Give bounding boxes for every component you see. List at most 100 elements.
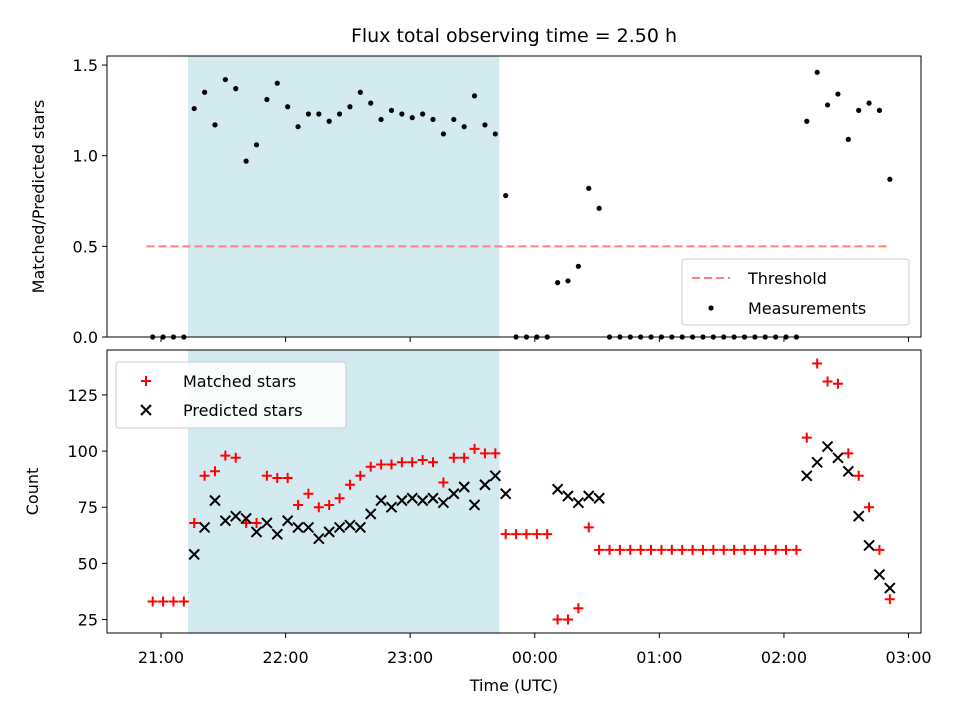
matched-star-point [801, 432, 812, 443]
matched-star-point [729, 544, 740, 555]
matched-star-point [677, 544, 688, 555]
matched-star-point [853, 470, 864, 481]
matched-star-point [417, 455, 428, 466]
matched-star-point [272, 473, 283, 484]
predicted-star-point [365, 508, 377, 520]
matched-star-point [293, 499, 304, 510]
measurement-point [440, 131, 446, 137]
predicted-star-point [479, 479, 491, 491]
predicted-star-point [427, 492, 439, 504]
measurement-point [336, 111, 343, 117]
predicted-star-point [863, 539, 875, 552]
ratio-y-tick-label: 1.0 [73, 147, 98, 166]
predicted-star-point [811, 456, 823, 469]
predicted-star-point [313, 532, 325, 545]
matched-star-point [230, 452, 241, 463]
ratio-shaded-interval [187, 56, 500, 337]
measurement-point [285, 104, 291, 110]
measurement-point [409, 115, 415, 121]
measurement-point [357, 89, 363, 95]
predicted-star-point [188, 548, 200, 561]
measurement-point [586, 185, 592, 191]
matched-star-point [324, 499, 335, 510]
matched-star-point [822, 376, 833, 387]
matched-star-point [355, 470, 366, 481]
matched-star-point [781, 544, 792, 555]
count-x-tick-label: 01:00 [636, 648, 682, 667]
matched-star-point [552, 614, 563, 625]
predicted-star-point [219, 514, 232, 527]
measurement-point [316, 111, 322, 117]
matched-star-point [282, 473, 293, 484]
matched-star-point [344, 479, 355, 490]
ratio-y-axis: 0.0 0.5 1.0 1.5 [73, 56, 107, 347]
predicted-star-point [468, 499, 481, 511]
matched-star-point [739, 544, 750, 555]
count-x-tick-label: 00:00 [512, 648, 558, 667]
count-marks [147, 358, 896, 625]
predicted-star-point [198, 521, 211, 534]
matched-star-point [832, 378, 843, 389]
measurement-point [264, 96, 270, 103]
ratio-legend: Threshold Measurements [681, 258, 910, 326]
matched-star-point [469, 443, 480, 454]
predicted-star-point [261, 517, 273, 529]
predicted-star-point [437, 497, 450, 509]
measurement-point [233, 86, 239, 92]
matched-star-point [521, 529, 532, 540]
legend-predicted-label: Predicted stars [183, 401, 303, 420]
predicted-star-point [333, 521, 346, 534]
predicted-star-point [458, 481, 470, 493]
matched-star-point [303, 488, 314, 499]
count-y-axis: 25 50 75 100 125 [67, 386, 107, 630]
matched-star-point [428, 457, 439, 468]
matched-star-point [812, 358, 823, 369]
matched-star-point [884, 594, 895, 605]
matched-star-point [666, 544, 677, 555]
measurement-point [492, 131, 498, 137]
predicted-star-point [416, 494, 429, 507]
measurement-point [856, 107, 862, 113]
ratio-plot-frame [106, 55, 922, 338]
matched-star-point [479, 448, 490, 459]
matched-star-point [168, 596, 179, 607]
count-y-tick-label: 100 [67, 442, 98, 461]
predicted-star-point [801, 470, 813, 482]
matched-star-point [687, 544, 698, 555]
matched-star-point [261, 470, 272, 481]
predicted-star-point [302, 521, 315, 534]
legend-measurements-label: Measurements [748, 299, 866, 318]
measurement-point [222, 76, 228, 83]
predicted-star-point [375, 494, 387, 507]
count-x-tick-label: 22:00 [263, 648, 309, 667]
measurement-point [274, 80, 280, 86]
matched-star-point [448, 452, 459, 463]
ratio-panel: 0.0 0.5 1.0 1.5 Flux total observing time =… [29, 25, 922, 347]
ratio-y-tick-label: 1.5 [73, 56, 98, 75]
matched-star-point [334, 493, 345, 504]
measurement-point [835, 91, 841, 97]
legend-measurements-swatch [708, 305, 714, 311]
measurement-point [420, 111, 426, 117]
matched-star-point [583, 522, 594, 533]
ratio-legend-box [681, 258, 910, 326]
matched-star-point [490, 448, 501, 459]
matched-star-point [573, 603, 584, 614]
predicted-star-point [281, 514, 294, 527]
measurement-point [503, 192, 509, 199]
measurement-point [305, 111, 312, 117]
matched-star-point [376, 459, 387, 470]
predicted-star-point [489, 470, 502, 482]
measurement-point [804, 118, 810, 124]
count-panel: 25 50 75 100 125 21:00 22:00 23:00 00:00 01:00 02… [23, 349, 932, 695]
matched-star-point [147, 596, 158, 607]
count-x-tick-label: 23:00 [387, 648, 433, 667]
matched-star-point [874, 544, 885, 555]
matched-star-point [749, 544, 760, 555]
matched-star-point [843, 448, 854, 459]
measurement-point [212, 122, 218, 128]
predicted-star-point [884, 582, 896, 594]
matched-star-point [791, 544, 802, 555]
count-y-tick-label: 125 [67, 386, 98, 405]
